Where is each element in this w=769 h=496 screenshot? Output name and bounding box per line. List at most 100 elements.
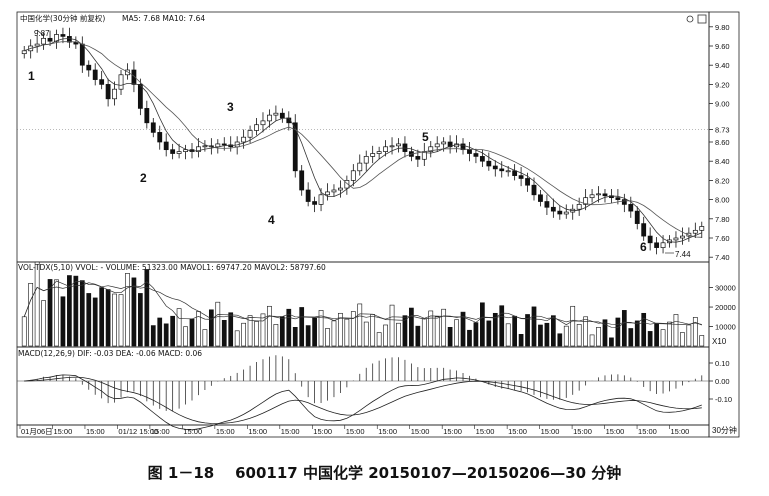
- chart-grid: [17, 26, 713, 429]
- volume-bar: [112, 293, 117, 347]
- candle-up: [21, 50, 27, 55]
- x-tick-label: 15:00: [443, 427, 462, 436]
- candle-up: [118, 74, 124, 90]
- volume-bar: [338, 312, 343, 347]
- candle-down: [447, 141, 453, 148]
- candle-down: [305, 189, 311, 202]
- volume-bar: [325, 328, 330, 347]
- candle-up: [325, 191, 330, 196]
- annotation-4: 4: [268, 213, 275, 227]
- figure-caption: 图 1－18 600117 中国化学 20150107—20150206—30 …: [0, 462, 769, 483]
- x-tick-label: 15:00: [53, 427, 72, 436]
- volume-bar: [415, 325, 421, 347]
- volume-bar: [647, 331, 653, 347]
- volume-bar: [312, 317, 317, 347]
- candle-up: [176, 151, 182, 154]
- candle-down: [544, 201, 550, 208]
- x-tick-label: 15:00: [573, 427, 592, 436]
- price-tick-label: 7.60: [715, 234, 730, 243]
- candle-up: [125, 69, 130, 76]
- volume-unit: X10: [712, 337, 727, 346]
- x-tick-label: 15:00: [346, 427, 365, 436]
- volume-bar: [47, 279, 53, 347]
- x-tick-label: 15:00: [216, 427, 235, 436]
- volume-bar: [570, 305, 576, 347]
- candle-up: [396, 143, 401, 147]
- volume-bar: [254, 321, 259, 347]
- volume-ma10-line: [23, 282, 702, 325]
- period-label: 30分钟: [712, 425, 737, 435]
- volume-ma5-line: [23, 280, 702, 328]
- x-tick-label: 15:00: [183, 427, 202, 436]
- volume-bar: [34, 261, 40, 347]
- candle-down: [60, 34, 66, 37]
- candle-down: [634, 210, 640, 224]
- indicator-circle-icon: [686, 15, 694, 23]
- price-candles: [21, 27, 705, 255]
- candle-up: [389, 145, 395, 148]
- volume-bar: [305, 325, 311, 347]
- volume-bar: [92, 297, 98, 347]
- candle-down: [647, 235, 653, 244]
- volume-bar: [383, 324, 388, 347]
- volume-bar: [680, 332, 685, 347]
- volume-bar: [654, 323, 659, 347]
- candle-down: [170, 149, 176, 154]
- candle-down: [86, 64, 92, 71]
- chart-labels: 9.80 9.60 9.40 9.20 9.00 8.73 8.60 8.40 8.20 8.00…: [21, 23, 736, 436]
- volume-bar: [596, 327, 601, 347]
- volume-bar: [628, 328, 634, 347]
- annotation-3: 3: [227, 100, 234, 114]
- price-tick-label: 8.73: [715, 126, 730, 135]
- volume-bar: [467, 329, 472, 347]
- volume-bar: [641, 312, 647, 347]
- volume-bar: [228, 312, 234, 347]
- candle-up: [583, 197, 589, 205]
- candle-up: [363, 156, 369, 164]
- volume-bar: [260, 313, 266, 347]
- volume-bar: [292, 327, 298, 347]
- volume-bar: [544, 322, 550, 347]
- volume-bar: [318, 310, 324, 347]
- volume-bar: [409, 307, 414, 347]
- candle-up: [202, 145, 208, 148]
- candle-up: [563, 211, 569, 215]
- volume-bar: [473, 322, 479, 347]
- candle-up: [41, 37, 46, 45]
- price-panel-title: 中国化学(30分钟 前复权): [20, 13, 105, 23]
- volume-bar: [583, 316, 588, 347]
- volume-bar: [673, 314, 679, 347]
- macd-tick-label: 0.00: [715, 377, 730, 386]
- volume-bar: [602, 319, 608, 347]
- volume-bar: [163, 323, 169, 347]
- candle-down: [47, 37, 53, 42]
- volume-bar: [667, 321, 672, 347]
- volume-bar: [350, 311, 356, 347]
- candle-down: [79, 43, 85, 66]
- stock-name: 中国化学: [302, 464, 363, 482]
- candle-up: [576, 204, 582, 210]
- candle-down: [415, 156, 421, 160]
- volume-bar: [99, 287, 105, 347]
- price-tick-label: 8.60: [715, 138, 730, 147]
- volume-bar: [538, 324, 543, 347]
- candle-down: [654, 242, 660, 248]
- volume-bar: [634, 320, 640, 347]
- candle-up: [357, 162, 363, 172]
- chart-frames: [16, 11, 740, 438]
- candle-down: [550, 206, 556, 212]
- volume-bar: [331, 320, 337, 347]
- volume-bar: [396, 322, 401, 347]
- volume-bar: [73, 275, 79, 347]
- candle-down: [525, 178, 530, 186]
- volume-bar: [447, 327, 453, 347]
- x-tick-label: 15:00: [248, 427, 267, 436]
- candle-up: [441, 141, 447, 145]
- candle-down: [292, 122, 298, 172]
- candle-up: [699, 226, 705, 231]
- volume-bar: [247, 315, 253, 347]
- candle-up: [686, 232, 692, 237]
- candle-down: [144, 108, 150, 124]
- ma10-line: [24, 41, 702, 238]
- volume-bar: [363, 321, 369, 347]
